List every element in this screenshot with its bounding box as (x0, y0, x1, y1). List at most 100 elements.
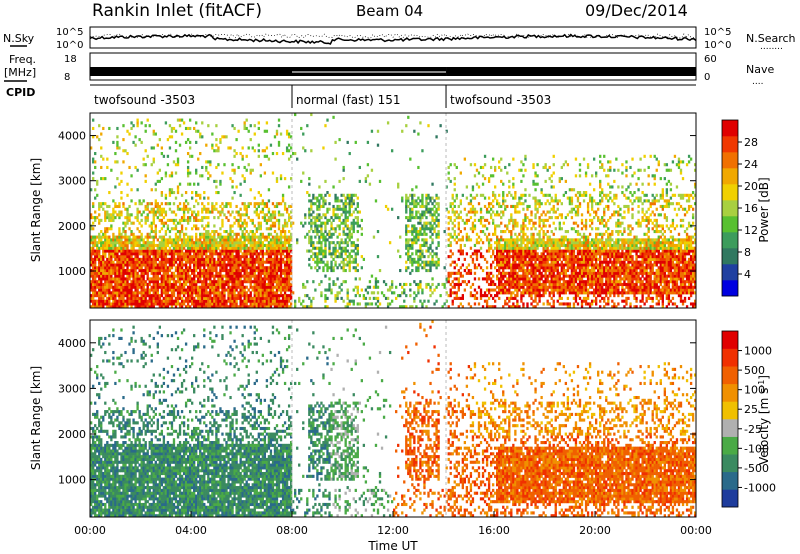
heatmap-cell (354, 277, 357, 281)
heatmap-cell (411, 269, 414, 273)
heatmap-cell (253, 210, 256, 214)
heatmap-cell (487, 282, 491, 287)
heatmap-cell (162, 224, 166, 228)
heatmap-cell (508, 249, 511, 253)
heatmap-cell (205, 299, 208, 303)
heatmap-cell (310, 204, 313, 209)
heatmap-cell (239, 216, 242, 220)
heatmap-cell (229, 288, 232, 292)
heatmap-cell (267, 216, 271, 220)
heatmap-cell (116, 277, 119, 281)
heatmap-cell (213, 288, 216, 292)
heatmap-cell (461, 263, 464, 267)
heatmap-cell (150, 299, 153, 303)
heatmap-cell (197, 288, 200, 292)
heatmap-cell (334, 193, 337, 197)
beam-label: Beam 04 (356, 2, 423, 20)
heatmap-cell (285, 269, 289, 273)
heatmap-cell (130, 121, 133, 125)
heatmap-cell (223, 299, 226, 303)
heatmap-cell (152, 157, 155, 161)
heatmap-cell (459, 230, 462, 234)
heatmap-cell (160, 266, 164, 270)
heatmap-cell (453, 260, 456, 264)
heatmap-cell (469, 202, 473, 206)
heatmap-cell (180, 238, 184, 242)
heatmap-cell (512, 260, 515, 264)
heatmap-cell (176, 257, 180, 261)
heatmap-cell (447, 271, 450, 275)
heatmap-cell (239, 243, 242, 248)
heatmap-cell (405, 238, 408, 242)
heatmap-cell (283, 230, 287, 234)
heatmap-cell (94, 305, 97, 309)
heatmap-cell (524, 188, 527, 192)
heatmap-cell (300, 221, 303, 225)
heatmap-cell (378, 179, 382, 183)
heatmap-cell (114, 305, 117, 309)
heatmap-cell (514, 294, 517, 298)
heatmap-cell (251, 280, 254, 284)
heatmap-cell (239, 182, 242, 186)
heatmap-cell (215, 241, 218, 245)
heatmap-cell (96, 299, 99, 303)
heatmap-cell (170, 218, 174, 222)
heatmap-cell (136, 277, 139, 281)
heatmap-cell (207, 257, 210, 261)
heatmap-cell (281, 302, 285, 306)
date-label: 09/Dec/2014 (585, 1, 688, 20)
heatmap-cell (193, 288, 196, 292)
heatmap-cell (447, 294, 450, 298)
heatmap-cell (197, 213, 200, 217)
heatmap-cell (178, 282, 182, 287)
heatmap-cell (451, 235, 454, 239)
heatmap-cell (261, 285, 265, 289)
heatmap-cell (326, 296, 329, 300)
heatmap-cell (98, 296, 101, 300)
heatmap-cell (104, 202, 107, 206)
heatmap-cell (310, 235, 313, 239)
heatmap-cell (429, 243, 432, 248)
heatmap-cell (217, 252, 220, 256)
heatmap-cell (162, 221, 166, 225)
heatmap-cell (209, 174, 212, 178)
heatmap-cell (514, 277, 517, 281)
heatmap-cell (156, 282, 159, 287)
heatmap-cell (128, 255, 131, 259)
heatmap-cell (277, 224, 281, 228)
heatmap-cell (265, 204, 269, 209)
heatmap-cell (413, 199, 416, 203)
heatmap-cell (261, 241, 265, 245)
heatmap-cell (275, 152, 279, 156)
heatmap-cell (152, 305, 155, 309)
noise-series (89, 33, 697, 45)
heatmap-cell (265, 249, 269, 253)
heatmap-cell (203, 232, 206, 236)
heatmap-cell (243, 218, 246, 222)
heatmap-cell (114, 288, 117, 292)
heatmap-cell (427, 260, 430, 264)
heatmap-cell (233, 241, 236, 245)
heatmap-cell (510, 277, 513, 281)
heatmap-cell (215, 260, 218, 264)
heatmap-cell (209, 260, 212, 264)
cpid-label: CPID (6, 86, 35, 99)
heatmap-cell (421, 305, 424, 309)
heatmap-cell (156, 216, 159, 220)
heatmap-cell (100, 218, 103, 222)
heatmap-cell (201, 121, 204, 125)
heatmap-cell (225, 280, 228, 284)
heatmap-cell (142, 238, 145, 242)
heatmap-cell (502, 246, 505, 250)
heatmap-cell (186, 202, 190, 206)
heatmap-cell (320, 193, 323, 197)
heatmap-cell (201, 280, 204, 284)
heatmap-cell (231, 285, 234, 289)
heatmap-cell (506, 280, 509, 284)
heatmap-cell (502, 257, 505, 261)
heatmap-cell (431, 263, 434, 267)
heatmap-cell (215, 149, 218, 153)
heatmap-cell (316, 204, 319, 209)
heatmap-cell (491, 252, 495, 256)
heatmap-cell (330, 288, 333, 292)
